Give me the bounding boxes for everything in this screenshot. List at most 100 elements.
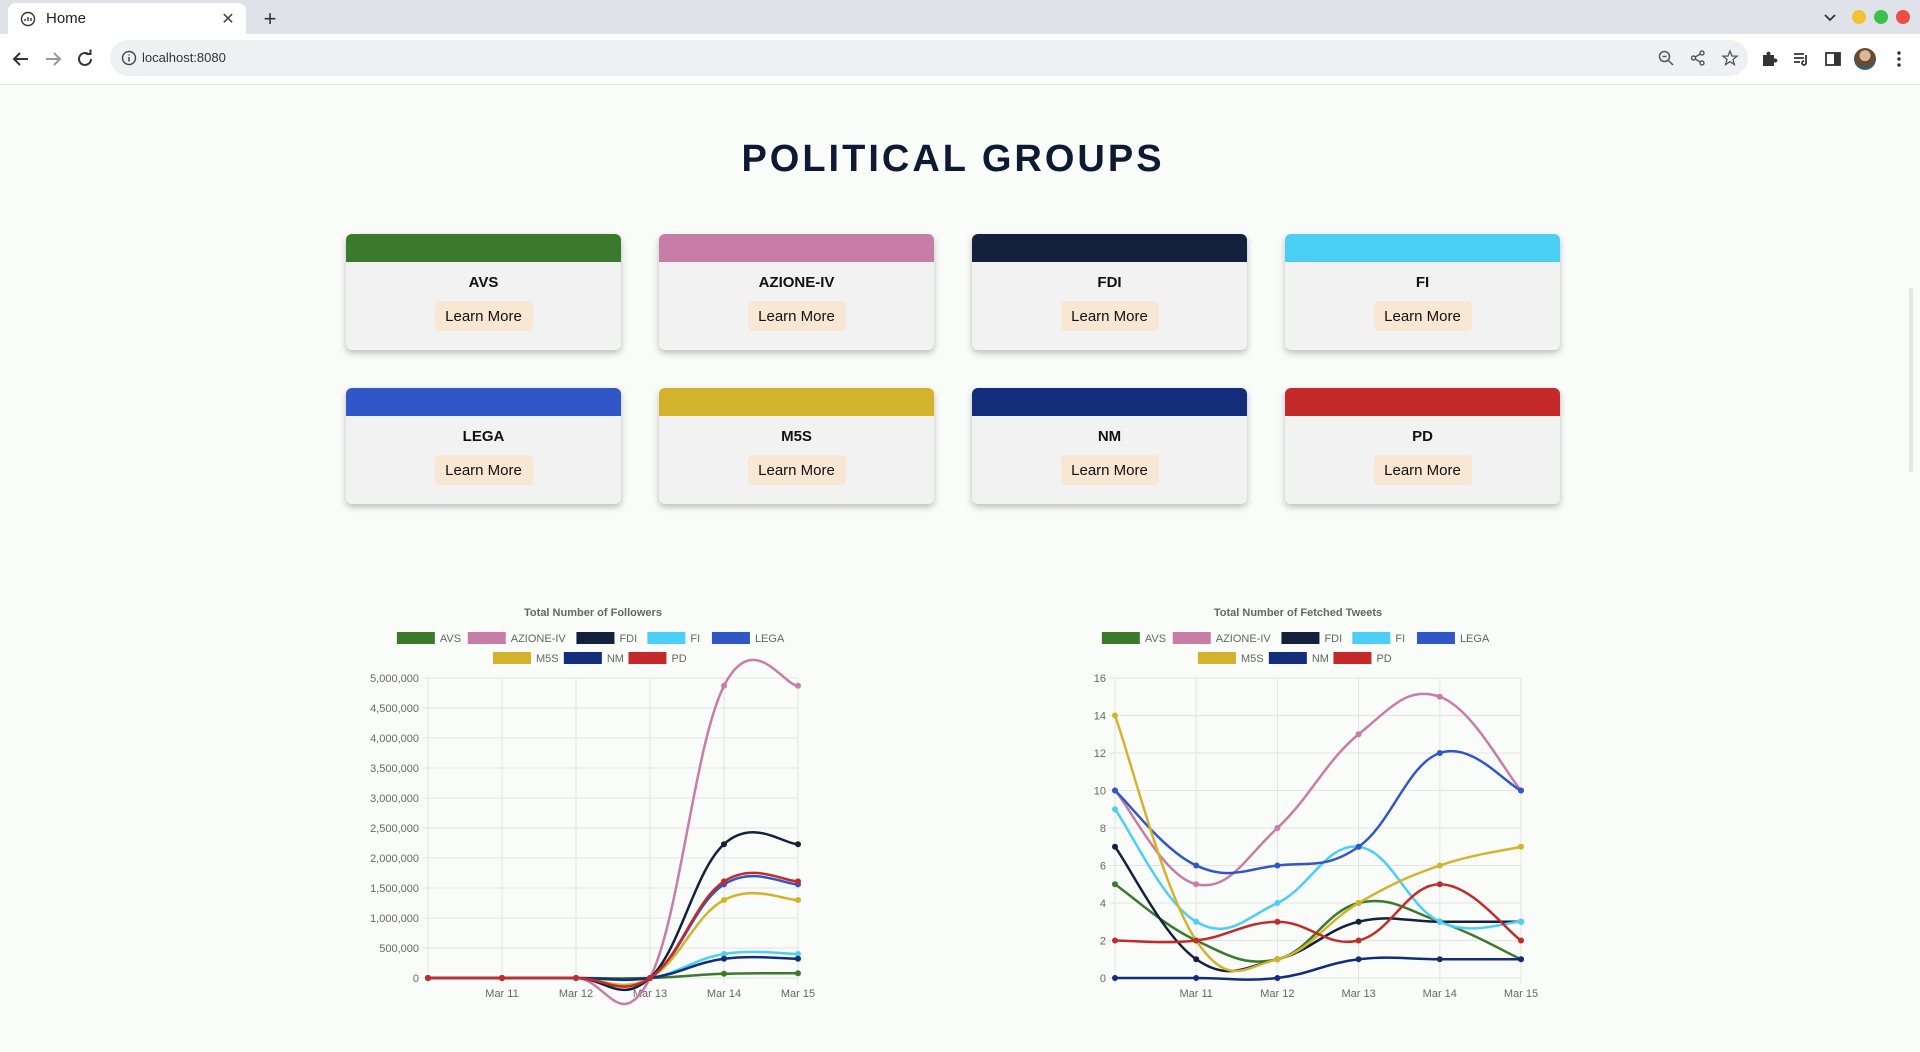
learn-more-button[interactable]: Learn More — [1060, 455, 1159, 485]
legend-label: FDI — [619, 633, 637, 645]
data-point — [1518, 843, 1524, 850]
y-tick-label: 8 — [1100, 823, 1106, 835]
minimize-window-button[interactable] — [1852, 10, 1866, 24]
maximize-window-button[interactable] — [1874, 10, 1888, 24]
group-name: AVS — [468, 274, 499, 291]
series-line-fi — [1113, 808, 1522, 931]
group-name: FDI — [1097, 274, 1122, 291]
legend-label: M5S — [536, 653, 559, 665]
forward-arrow-icon[interactable] — [40, 46, 66, 72]
series-line-pd — [1114, 882, 1522, 944]
data-point — [1274, 918, 1281, 925]
data-point — [1112, 806, 1118, 813]
more-menu-icon[interactable] — [1889, 49, 1909, 69]
y-tick-label: 1,000,000 — [370, 913, 419, 925]
legend-label: AZIONE-IV — [1216, 633, 1272, 645]
chevron-down-icon[interactable] — [1818, 8, 1842, 28]
y-tick-label: 2,500,000 — [370, 823, 419, 835]
data-point — [721, 951, 727, 957]
media-queue-icon[interactable] — [1791, 49, 1811, 69]
learn-more-button[interactable]: Learn More — [434, 455, 533, 485]
bookmark-star-icon[interactable] — [1721, 49, 1739, 67]
site-info-icon[interactable] — [120, 49, 138, 67]
y-tick-label: 6 — [1100, 861, 1106, 873]
legend-swatch — [628, 652, 667, 664]
browser-tab[interactable]: Home ✕ — [8, 3, 246, 34]
reload-icon[interactable] — [72, 46, 98, 72]
data-point — [721, 878, 727, 885]
x-tick-label: Mar 11 — [485, 988, 518, 1000]
legend-swatch — [467, 632, 506, 644]
data-point — [1112, 881, 1118, 888]
data-point — [1193, 881, 1200, 888]
group-card-lega: LEGA Learn More — [346, 388, 621, 504]
y-tick-label: 3,000,000 — [370, 793, 419, 805]
series-line-nm — [1114, 956, 1521, 981]
back-arrow-icon[interactable] — [8, 46, 34, 72]
series-line-fdi — [1113, 846, 1521, 973]
learn-more-button[interactable]: Learn More — [1373, 455, 1472, 485]
y-tick-label: 4,000,000 — [370, 733, 419, 745]
url-text: localhost:8080 — [142, 50, 226, 65]
y-tick-label: 500,000 — [379, 943, 419, 955]
data-point — [1355, 843, 1362, 850]
close-tab-icon[interactable]: ✕ — [221, 10, 235, 28]
series-line-lega — [427, 874, 799, 988]
y-tick-label: 0 — [1100, 973, 1106, 985]
legend-label: FI — [690, 633, 700, 645]
share-icon[interactable] — [1689, 49, 1707, 67]
learn-more-button[interactable]: Learn More — [1060, 301, 1159, 331]
extensions-puzzle-icon[interactable] — [1759, 49, 1779, 69]
data-point — [1518, 956, 1524, 963]
group-color-band — [659, 388, 934, 416]
page-scrollbar[interactable] — [1909, 288, 1913, 472]
side-panel-icon[interactable] — [1823, 49, 1843, 69]
data-point — [1518, 918, 1524, 925]
data-point — [1355, 918, 1362, 925]
data-point — [1274, 862, 1281, 869]
data-point — [499, 975, 505, 981]
followers-chart-svg: Total Number of Followers AVS AZIONE-IV FDI… — [370, 607, 815, 1006]
legend-label: NM — [607, 653, 624, 665]
data-point — [795, 878, 801, 885]
address-bar[interactable]: localhost:8080 — [110, 40, 1748, 76]
data-point — [795, 970, 801, 977]
y-tick-label: 12 — [1094, 748, 1106, 760]
legend-swatch — [1333, 652, 1372, 664]
group-color-band — [1285, 234, 1560, 262]
group-color-band — [972, 388, 1247, 416]
close-window-button[interactable] — [1896, 10, 1910, 24]
x-tick-label: Mar 15 — [781, 988, 815, 1000]
data-point — [1274, 956, 1281, 963]
learn-more-button[interactable]: Learn More — [434, 301, 533, 331]
y-tick-label: 0 — [413, 973, 419, 985]
chart-title: Total Number of Fetched Tweets — [1214, 607, 1382, 619]
data-point — [721, 682, 727, 689]
legend-label: AZIONE-IV — [511, 633, 567, 645]
data-point — [1436, 693, 1443, 700]
data-point — [1355, 731, 1362, 738]
data-point — [721, 897, 727, 903]
data-point — [1436, 918, 1443, 925]
learn-more-button[interactable]: Learn More — [747, 301, 846, 331]
profile-avatar[interactable] — [1854, 48, 1876, 70]
learn-more-button[interactable]: Learn More — [1373, 301, 1472, 331]
y-tick-label: 2,000,000 — [370, 853, 419, 865]
data-point — [1436, 750, 1443, 756]
data-point — [795, 955, 801, 962]
y-tick-label: 4,500,000 — [370, 703, 419, 715]
y-tick-label: 16 — [1094, 673, 1106, 685]
data-point — [1112, 843, 1118, 850]
data-point — [1436, 956, 1443, 963]
data-point — [1193, 862, 1200, 869]
zoom-icon[interactable] — [1657, 49, 1675, 67]
data-point — [425, 975, 431, 981]
learn-more-button[interactable]: Learn More — [747, 455, 846, 485]
group-card-nm: NM Learn More — [972, 388, 1247, 504]
legend-label: LEGA — [1460, 633, 1490, 645]
legend-label: PD — [1376, 653, 1391, 665]
data-point — [1274, 975, 1281, 981]
y-tick-label: 14 — [1094, 711, 1106, 723]
new-tab-icon[interactable]: + — [263, 6, 277, 31]
page-title: POLITICAL GROUPS — [741, 138, 1165, 180]
